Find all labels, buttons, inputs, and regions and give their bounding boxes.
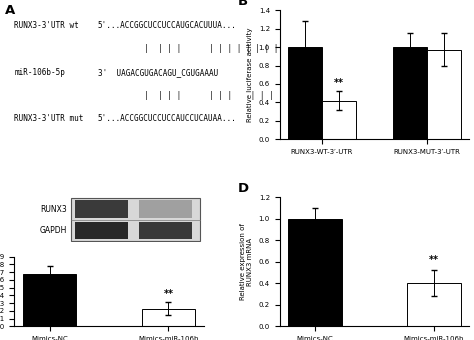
Text: |  | | |      | | | | | | | | |: | | | | | | | | | | | | | [98,45,287,53]
Text: A: A [5,4,15,17]
Text: **: ** [429,255,439,265]
Bar [75,201,128,218]
Text: RUNX3-3'UTR wt: RUNX3-3'UTR wt [14,21,79,30]
Text: **: ** [334,78,344,88]
Text: B: B [238,0,248,8]
Bar [393,47,427,139]
Text: 5'...ACCGGCUCCUCCAUGCACUUUA...: 5'...ACCGGCUCCUCCAUGCACUUUA... [98,21,237,30]
Bar [288,219,342,326]
Text: RUNX3: RUNX3 [41,205,67,214]
Text: **: ** [164,289,173,299]
Bar [23,274,76,326]
Text: RUNX3-3'UTR mut: RUNX3-3'UTR mut [14,114,83,123]
Y-axis label: Relative luciferase acitivity: Relative luciferase acitivity [247,28,253,122]
Bar [322,101,356,139]
Y-axis label: Relative expression of
RUNX3 mRNA: Relative expression of RUNX3 mRNA [240,223,253,300]
Bar [71,198,200,241]
Text: GAPDH: GAPDH [40,226,67,235]
Text: 5'...ACCGGCUCCUCCAUCCUCAUAA...: 5'...ACCGGCUCCUCCAUCCUCAUAA... [98,114,237,123]
Bar [139,222,192,239]
Text: miR-106b-5p: miR-106b-5p [14,68,65,76]
Text: D: D [238,182,249,195]
Bar [288,47,322,139]
Bar [75,222,128,239]
Bar [139,201,192,218]
Bar [142,309,195,326]
Bar [407,283,461,326]
Text: |  | | |      | | |    | | |: | | | | | | | | | | [98,91,273,100]
Text: 3'  UAGACGUGACAGU_CGUGAAAU: 3' UAGACGUGACAGU_CGUGAAAU [98,68,218,76]
Bar [427,50,461,139]
